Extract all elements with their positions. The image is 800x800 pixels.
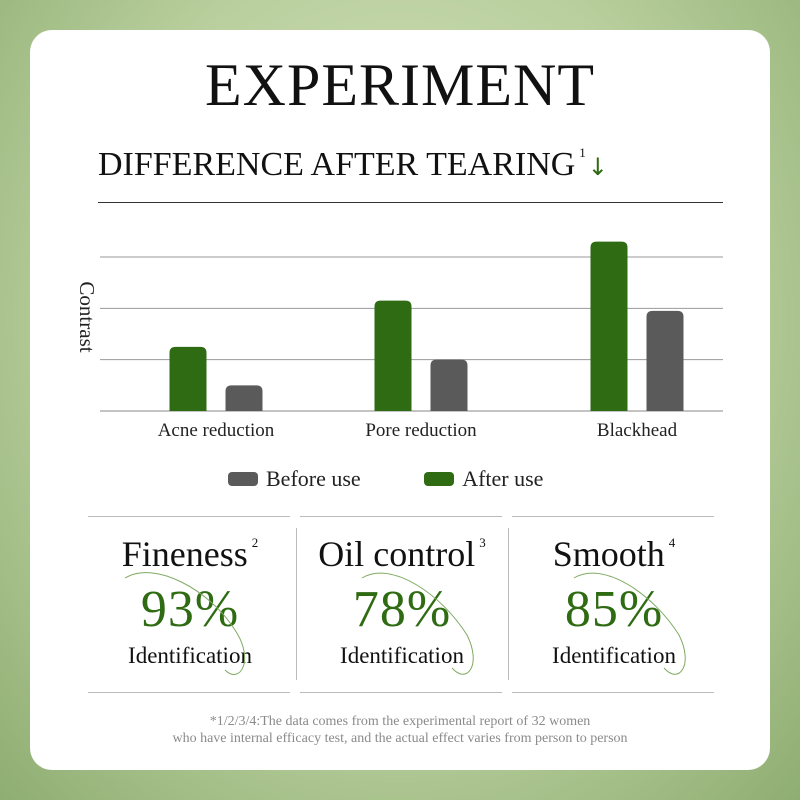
x-tick-label: Blackhead xyxy=(597,420,678,441)
chart-legend: Before use After use xyxy=(228,466,601,492)
swirl-decoration xyxy=(124,572,245,675)
x-tick-label: Acne reduction xyxy=(158,420,275,441)
stat-footnote-marker: 3 xyxy=(479,535,486,550)
down-arrow-icon: ↓ xyxy=(587,153,608,181)
bar-after-1 xyxy=(374,300,412,411)
stat-name: Smooth 4 xyxy=(509,536,719,572)
swirl-decoration xyxy=(573,572,686,675)
stats-bottom-rule-2 xyxy=(300,692,502,693)
bar-after-0 xyxy=(169,346,207,411)
stat-footnote-marker: 4 xyxy=(668,535,676,550)
stat-name-text: Smooth xyxy=(552,534,665,574)
footnote: *1/2/3/4:The data comes from the experim… xyxy=(0,713,800,747)
stat-label: Identification xyxy=(552,643,676,668)
footnote-line-2: who have internal efficacy test, and the… xyxy=(172,731,628,746)
stats-divider-2 xyxy=(508,528,509,680)
stats-top-rule-2 xyxy=(300,516,502,517)
bar-before-1 xyxy=(430,359,468,411)
stats-top-rule-1 xyxy=(88,516,290,517)
page-title: EXPERIMENT xyxy=(205,52,595,118)
legend-swatch-after xyxy=(424,471,455,486)
y-axis-label: Contrast xyxy=(75,281,99,352)
stats-divider-1 xyxy=(296,528,297,680)
stat-label: Identification xyxy=(340,643,464,668)
legend-swatch-before xyxy=(228,471,258,486)
stat-footnote-marker: 2 xyxy=(251,535,259,550)
x-tick-label: Pore reduction xyxy=(365,420,477,441)
footnote-line-1: *1/2/3/4:The data comes from the experim… xyxy=(209,714,591,729)
bar-after-2 xyxy=(590,241,628,411)
stats-bottom-rule-3 xyxy=(512,692,714,693)
stat-smooth: Smooth 4 85% Identification xyxy=(509,530,719,675)
stat-name: Fineness 2 xyxy=(85,536,295,572)
legend-label-before: Before use xyxy=(266,466,361,491)
stat-name: Oil control 3 xyxy=(297,536,507,572)
legend-item-after: After use xyxy=(424,466,543,492)
legend-label-after: After use xyxy=(462,466,544,491)
chart-subtitle: DIFFERENCE AFTER TEARING 1↓ xyxy=(98,145,608,183)
legend-item-before: Before use xyxy=(228,466,361,492)
stat-value: 78% xyxy=(352,581,452,638)
stat-value: 85% xyxy=(564,581,664,638)
stat-oil-control: Oil control 3 78% Identification xyxy=(297,530,507,675)
subtitle-divider xyxy=(98,202,723,203)
stats-top-rule-3 xyxy=(512,516,714,517)
stat-fineness: Fineness 2 93% Identification xyxy=(85,530,295,675)
stat-value: 93% xyxy=(140,581,240,638)
bar-before-2 xyxy=(646,310,684,411)
stat-label: Identification xyxy=(128,643,252,668)
swirl-decoration xyxy=(361,572,474,675)
stat-name-text: Oil control xyxy=(318,534,476,574)
subtitle-text: DIFFERENCE AFTER TEARING xyxy=(98,146,576,183)
stat-name-text: Fineness xyxy=(121,534,248,574)
stats-bottom-rule-1 xyxy=(88,692,290,693)
bar-before-0 xyxy=(225,385,263,411)
subtitle-footnote-marker: 1 xyxy=(579,145,586,160)
